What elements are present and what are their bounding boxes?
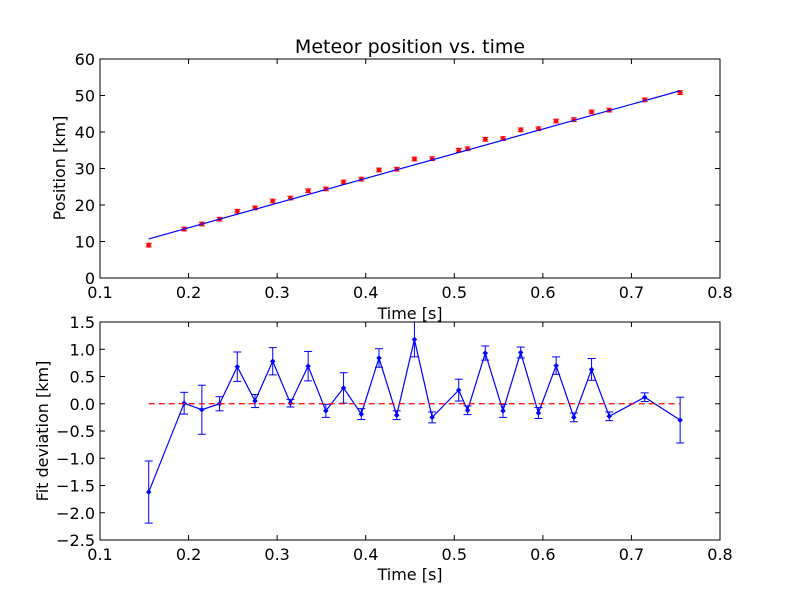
data-point xyxy=(252,398,258,404)
top-y-axis-label: Position [km] xyxy=(50,116,69,221)
x-tick-label: 0.4 xyxy=(353,283,378,302)
y-tick-label: −0.5 xyxy=(56,422,95,441)
data-point xyxy=(482,136,489,143)
data-point xyxy=(464,407,471,414)
x-tick-label: 0.1 xyxy=(87,283,112,302)
x-tick-label: 0.6 xyxy=(530,283,555,302)
data-point xyxy=(340,179,347,185)
data-point xyxy=(234,208,241,215)
data-point xyxy=(376,167,382,173)
deviation-plot-ticks: 0.1 0.2 0.3 0.4 0.5 0.6 0.7 0.8 −2.5 −2.0 −1.5 −1.0… xyxy=(56,313,733,564)
data-point xyxy=(535,410,542,416)
y-tick-label: 1.0 xyxy=(70,340,95,359)
y-tick-label: 1.5 xyxy=(70,313,95,332)
data-point xyxy=(517,126,524,133)
data-point xyxy=(588,366,595,373)
y-tick-label: −1.5 xyxy=(56,477,95,496)
x-tick-label: 0.1 xyxy=(87,545,112,564)
y-tick-label: 20 xyxy=(75,196,95,215)
data-point xyxy=(588,109,595,115)
x-tick-label: 0.2 xyxy=(176,545,201,564)
y-tick-label: 0.0 xyxy=(70,395,95,414)
x-tick-label: 0.8 xyxy=(707,283,732,302)
data-point xyxy=(677,417,683,423)
x-tick-label: 0.2 xyxy=(176,283,201,302)
x-tick-label: 0.8 xyxy=(707,545,732,564)
data-point xyxy=(482,350,489,356)
data-point xyxy=(553,362,559,369)
y-tick-label: −2.0 xyxy=(56,504,95,523)
y-tick-label: −1.0 xyxy=(56,449,95,468)
x-tick-label: 0.3 xyxy=(264,545,289,564)
bottom-y-axis-label: Fit deviation [km] xyxy=(33,361,52,502)
deviation-line xyxy=(148,339,681,493)
data-point xyxy=(323,407,329,414)
data-point xyxy=(358,411,365,417)
data-point xyxy=(411,336,418,343)
data-point xyxy=(376,355,382,361)
bottom-x-axis-label: Time [s] xyxy=(376,565,442,584)
x-tick-label: 0.7 xyxy=(619,283,644,302)
data-point xyxy=(393,412,400,419)
data-point xyxy=(145,242,152,249)
y-tick-label: 60 xyxy=(75,50,95,69)
y-tick-label: 10 xyxy=(75,233,95,252)
data-point xyxy=(234,363,241,370)
data-point xyxy=(411,156,418,162)
data-point xyxy=(305,187,311,194)
data-point xyxy=(517,349,524,356)
fit-line xyxy=(148,90,681,240)
data-point xyxy=(641,394,648,401)
data-point xyxy=(269,358,276,365)
position-plot-frame xyxy=(99,58,721,279)
y-tick-label: 40 xyxy=(75,123,95,142)
data-point xyxy=(606,413,613,420)
y-tick-label: 0 xyxy=(85,269,95,288)
deviation-plot-frame xyxy=(99,321,721,541)
data-point xyxy=(429,414,435,421)
y-tick-label: −2.5 xyxy=(56,531,95,550)
x-tick-label: 0.4 xyxy=(353,545,378,564)
top-x-axis-label: Time [s] xyxy=(376,304,442,323)
data-point xyxy=(553,118,559,124)
data-point xyxy=(305,363,311,369)
x-tick-label: 0.7 xyxy=(619,545,644,564)
x-tick-label: 0.5 xyxy=(442,545,467,564)
x-tick-label: 0.5 xyxy=(442,283,467,302)
y-tick-label: 30 xyxy=(75,160,95,179)
y-tick-label: 50 xyxy=(75,87,95,106)
data-point xyxy=(269,198,276,204)
data-point xyxy=(199,406,205,413)
data-point xyxy=(571,414,577,421)
y-tick-label: 0.5 xyxy=(70,368,95,387)
x-tick-label: 0.6 xyxy=(530,545,555,564)
data-point xyxy=(340,385,347,391)
data-point xyxy=(455,387,462,393)
position-plot-marks xyxy=(145,89,684,249)
data-point xyxy=(500,407,506,414)
data-point xyxy=(145,489,152,495)
position-plot: Meteor position vs. time 0.1 0.2 0.3 0.4 0.5… xyxy=(50,36,733,323)
top-chart-title: Meteor position vs. time xyxy=(295,36,525,58)
deviation-plot: 0.1 0.2 0.3 0.4 0.5 0.6 0.7 0.8 −2.5 −2.0 −1.5 −1.0… xyxy=(33,313,733,584)
x-tick-label: 0.3 xyxy=(264,283,289,302)
data-point xyxy=(455,147,462,154)
